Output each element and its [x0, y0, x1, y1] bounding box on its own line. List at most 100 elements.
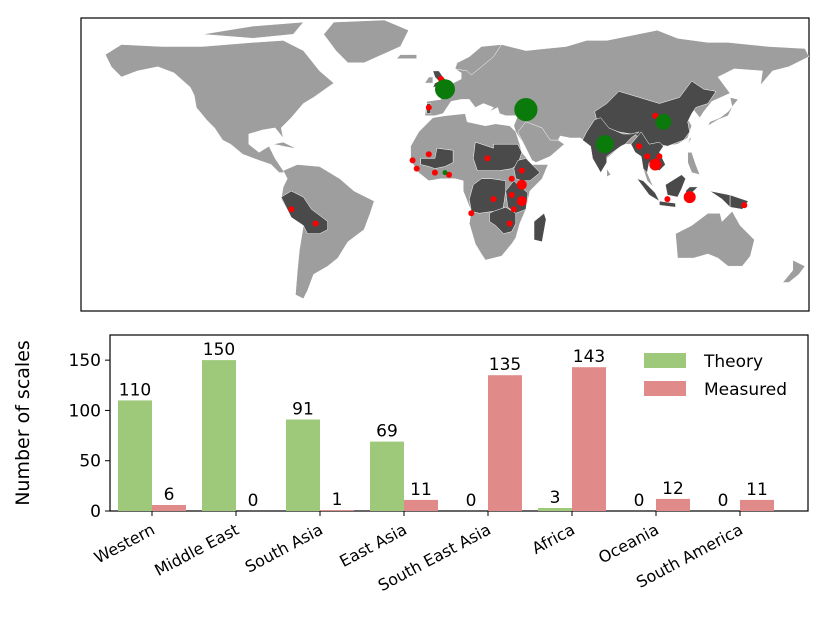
measured-marker — [518, 167, 525, 174]
legend: Theory Measured — [644, 352, 787, 400]
land-iceland — [395, 54, 417, 59]
measured-marker — [446, 171, 452, 178]
bar-measured-south-america — [740, 499, 774, 511]
bar-theory-south-asia — [286, 419, 320, 511]
measured-marker — [288, 206, 295, 213]
bar-label-measured: 6 — [164, 485, 175, 505]
land-australia — [675, 210, 755, 267]
country-chad-sudan — [473, 141, 523, 171]
bar-label-measured: 12 — [662, 479, 684, 499]
x-tick-label: Western — [91, 520, 158, 568]
country-indonesia — [636, 178, 676, 208]
bar-label-theory: 91 — [292, 400, 314, 420]
bar-label-theory: 0 — [718, 491, 729, 511]
x-tick-label: Africa — [529, 520, 578, 558]
country-sahel-west — [420, 147, 454, 169]
measured-marker — [425, 151, 432, 158]
x-tick-label: Middle East — [151, 520, 242, 580]
plot-frame — [109, 334, 809, 512]
y-axis: 0 50 100 150 — [69, 351, 110, 522]
bar-label-measured: 11 — [410, 480, 432, 500]
land-ireland — [424, 76, 434, 84]
bar-measured-africa — [572, 367, 606, 511]
legend-swatch-theory — [644, 353, 686, 368]
measured-marker — [508, 175, 515, 182]
land-taiwan — [687, 137, 693, 145]
measured-marker — [490, 196, 497, 203]
x-tick-label: Oceania — [595, 520, 662, 567]
land-sri-lanka — [606, 167, 612, 178]
legend-label-measured: Measured — [704, 380, 787, 400]
land-north-america — [104, 40, 335, 173]
measured-marker — [425, 104, 432, 111]
x-tick-label: South Asia — [242, 520, 326, 577]
measured-marker — [741, 202, 748, 209]
y-tick-label: 50 — [79, 452, 101, 472]
measured-marker — [413, 165, 420, 172]
country-southern-africa — [489, 206, 517, 234]
measured-marker — [644, 153, 651, 160]
measured-marker — [516, 196, 527, 207]
theory-marker-south-asia — [595, 135, 614, 154]
y-tick-label: 0 — [90, 502, 101, 522]
bar-label-theory: 69 — [376, 422, 398, 442]
bar-measured-east-asia — [404, 499, 438, 511]
measured-marker — [510, 206, 517, 213]
measured-marker — [468, 210, 475, 217]
land-philippines — [687, 152, 701, 176]
measured-marker — [664, 196, 671, 203]
land-scandinavia-fix — [454, 44, 503, 76]
measured-marker — [652, 112, 659, 119]
measured-marker — [508, 192, 515, 198]
bar-label-theory: 0 — [466, 491, 477, 511]
measured-marker — [649, 158, 662, 171]
bar-label-measured: 1 — [332, 490, 343, 510]
bar-label-measured: 0 — [248, 491, 259, 511]
bars — [118, 360, 774, 511]
land-south-america — [280, 164, 375, 300]
bar-label-theory: 3 — [550, 488, 561, 508]
measured-marker — [656, 153, 663, 160]
y-tick-label: 150 — [69, 351, 101, 371]
y-tick-label: 100 — [69, 401, 101, 421]
land-arabia — [517, 121, 565, 163]
country-borneo-hl — [665, 174, 686, 198]
land-arctic-islands — [202, 21, 304, 39]
x-tick-label: East Asia — [336, 520, 409, 571]
bar-theory-east-asia — [370, 441, 404, 511]
country-madagascar-hl — [533, 212, 547, 243]
bar-label-theory: 110 — [119, 380, 151, 400]
land-greenland — [323, 19, 409, 64]
measured-marker — [431, 169, 438, 176]
measured-marker — [636, 143, 643, 150]
measured-marker — [683, 191, 696, 204]
measured-marker — [516, 179, 527, 190]
y-axis-label: Number of scales — [12, 340, 34, 506]
measured-marker — [506, 220, 513, 227]
measured-marker — [484, 155, 491, 162]
bar-measured-south-east-asia — [488, 375, 522, 511]
land-japan — [707, 97, 739, 127]
bar-label-measured: 143 — [573, 347, 605, 367]
bar-theory-africa — [538, 508, 572, 511]
bar-measured-oceania — [656, 498, 690, 511]
measured-marker — [409, 157, 416, 164]
bar-theory-western — [118, 400, 152, 511]
bar-theory-middle-east — [202, 360, 236, 511]
bar-label-theory: 150 — [203, 340, 235, 360]
bar-measured-south-asia — [320, 510, 354, 511]
country-ethiopia — [513, 158, 541, 182]
bar-label-measured: 11 — [746, 480, 768, 500]
country-central-africa — [469, 178, 506, 214]
theory-marker-western — [435, 79, 455, 100]
theory-marker-middle-east — [514, 98, 538, 122]
map-markers — [288, 76, 748, 227]
bar-measured-western — [152, 505, 186, 511]
world-map-panel — [80, 17, 810, 312]
land-new-zealand — [782, 259, 806, 283]
bar-label-theory: 0 — [634, 491, 645, 511]
